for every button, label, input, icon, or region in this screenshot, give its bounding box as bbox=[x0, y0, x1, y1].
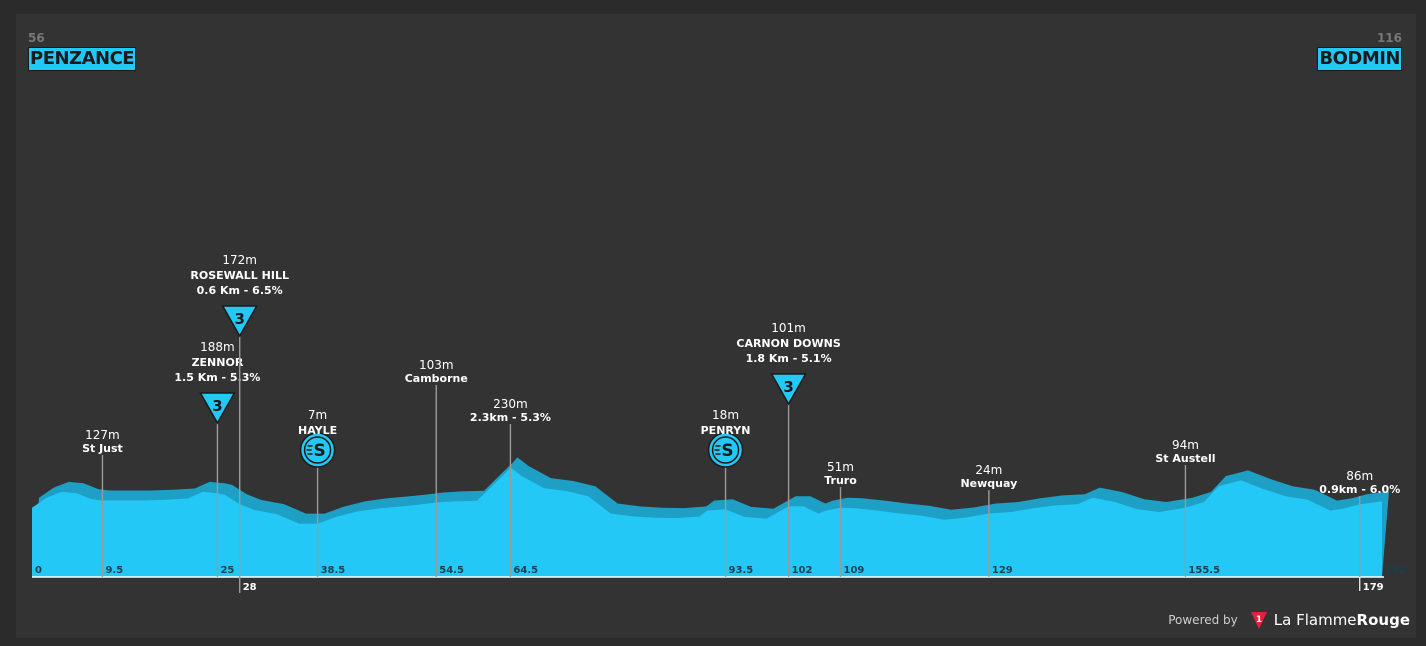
climb-altitude: 172m bbox=[222, 253, 257, 267]
climb-category: 3 bbox=[783, 378, 793, 396]
powered-label: Powered by bbox=[1168, 613, 1238, 627]
climb-name: ZENNOR bbox=[192, 356, 244, 369]
sprint-icon bbox=[707, 432, 744, 468]
sprint-letter: S bbox=[313, 441, 325, 461]
place-altitude: 94m bbox=[1172, 438, 1199, 452]
climb-name: CARNON DOWNS bbox=[736, 337, 840, 350]
km-tick-label: 129 bbox=[992, 565, 1013, 576]
place-altitude: 51m bbox=[827, 460, 854, 474]
km-tick-label: 54.5 bbox=[439, 565, 464, 576]
sprint-altitude: 7m bbox=[308, 408, 327, 422]
sprint-letter: S bbox=[721, 441, 733, 461]
start-altitude: 56 bbox=[28, 31, 45, 45]
sprint-speed-lines bbox=[714, 445, 721, 455]
place-altitude: 24m bbox=[975, 463, 1002, 477]
finish-town: BODMIN bbox=[1317, 47, 1402, 71]
place-name: Newquay bbox=[960, 477, 1017, 490]
place-name: St Just bbox=[82, 442, 123, 455]
place-name: 0.9km - 6.0% bbox=[1319, 483, 1400, 496]
km-tick-label: 155.5 bbox=[1188, 565, 1220, 576]
powered-by: Powered by 1 La FlammeRouge bbox=[1168, 610, 1410, 630]
km-tick-label: 9.5 bbox=[105, 565, 123, 576]
sprint-icon-ring bbox=[711, 436, 740, 464]
flamme-rouge-icon: 1 bbox=[1250, 612, 1267, 629]
climb-category: 3 bbox=[212, 397, 222, 415]
climb-detail: 1.8 Km - 5.1% bbox=[746, 352, 832, 365]
sprint-name: PENRYN bbox=[701, 424, 751, 437]
place-altitude: 103m bbox=[419, 358, 454, 372]
climb-category-icon bbox=[221, 305, 258, 338]
sprint-icon-ring bbox=[303, 436, 332, 464]
climb-detail: 0.6 Km - 6.5% bbox=[197, 284, 283, 297]
place-altitude: 86m bbox=[1346, 469, 1373, 483]
km-tick-label: 25 bbox=[220, 565, 234, 576]
brand-name: La FlammeRouge bbox=[1274, 611, 1410, 629]
km-tick-label: 182 bbox=[1385, 565, 1406, 576]
place-name: 2.3km - 5.3% bbox=[470, 411, 551, 424]
km-tick-label: 109 bbox=[844, 565, 865, 576]
finish-block: 116 BODMIN bbox=[1317, 31, 1402, 71]
start-town: PENZANCE bbox=[28, 47, 137, 71]
start-block: 56 PENZANCE bbox=[28, 31, 137, 71]
brand-regular: La Flamme bbox=[1273, 611, 1357, 629]
km-tick-label: 0 bbox=[35, 565, 42, 576]
km-tick-label: 102 bbox=[792, 565, 813, 576]
place-altitude: 230m bbox=[493, 397, 528, 411]
place-name: St Austell bbox=[1155, 452, 1215, 465]
climb-category-icon bbox=[770, 373, 807, 406]
place-name: Truro bbox=[824, 474, 857, 487]
km-tick-label: 179 bbox=[1363, 582, 1384, 593]
climb-detail: 1.5 Km - 5.3% bbox=[174, 371, 260, 384]
climb-category: 3 bbox=[234, 310, 244, 328]
finish-altitude: 116 bbox=[1376, 31, 1402, 45]
km-tick-label: 28 bbox=[243, 582, 257, 593]
climb-altitude: 188m bbox=[200, 340, 235, 354]
brand-bold: Rouge bbox=[1356, 611, 1410, 629]
sprint-speed-lines bbox=[306, 445, 313, 455]
climb-altitude: 101m bbox=[771, 321, 806, 335]
km-tick-label: 93.5 bbox=[729, 565, 754, 576]
sprint-icon bbox=[299, 432, 336, 468]
place-altitude: 127m bbox=[85, 428, 120, 442]
sprint-altitude: 18m bbox=[712, 408, 739, 422]
climb-category-icon bbox=[199, 392, 236, 425]
sprint-name: HAYLE bbox=[298, 424, 337, 437]
profile-area bbox=[32, 467, 1382, 577]
climb-name: ROSEWALL HILL bbox=[190, 269, 289, 282]
km-tick-label: 64.5 bbox=[513, 565, 538, 576]
place-name: Camborne bbox=[405, 372, 468, 385]
svg-text:1: 1 bbox=[1256, 615, 1262, 625]
km-tick-label: 38.5 bbox=[321, 565, 346, 576]
